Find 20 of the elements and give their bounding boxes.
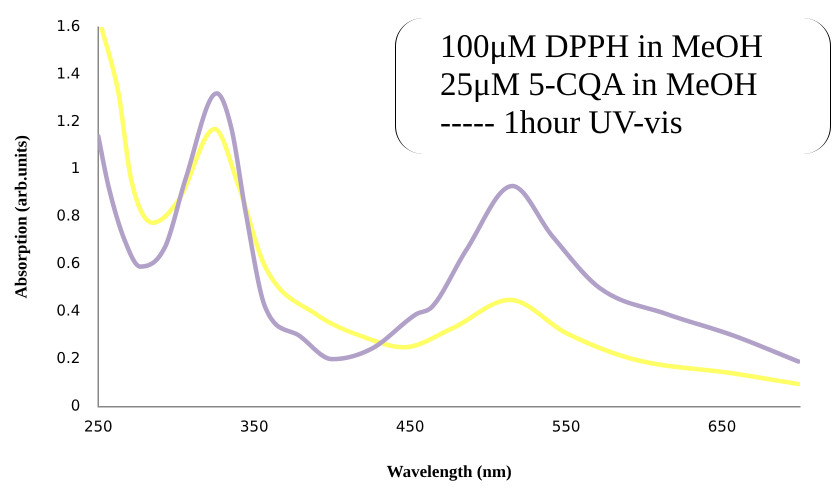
y-tick-label: 0.8 [56,206,80,225]
x-tick-label: 250 [84,417,113,436]
annotation: 100μM DPPH in MeOH [440,28,763,66]
x-tick-label: 550 [552,417,580,436]
y-tick-label: 1.4 [56,64,80,82]
x-tick-label: 650 [708,417,736,436]
y-tick-label: 1 [70,159,80,178]
y-tick-label: 1.6 [56,16,80,35]
line-series [99,27,800,386]
y-tick-label: 0.2 [56,349,80,368]
annotation: 25μM 5-CQA in MeOH [440,66,758,104]
y-tick-label: 1.2 [56,112,80,130]
y-tick-label: 0 [70,396,80,414]
y-tick-label: 0.6 [56,254,80,272]
y-axis-title: Absorption (arb.units) [12,135,31,299]
x-axis-title: Wavelength (nm) [386,462,512,482]
x-tick-label: 450 [396,417,424,436]
x-tick-label: 350 [240,417,269,436]
annotation: ----- 1hour UV-vis [440,104,684,142]
y-tick-label: 0.4 [56,302,80,320]
